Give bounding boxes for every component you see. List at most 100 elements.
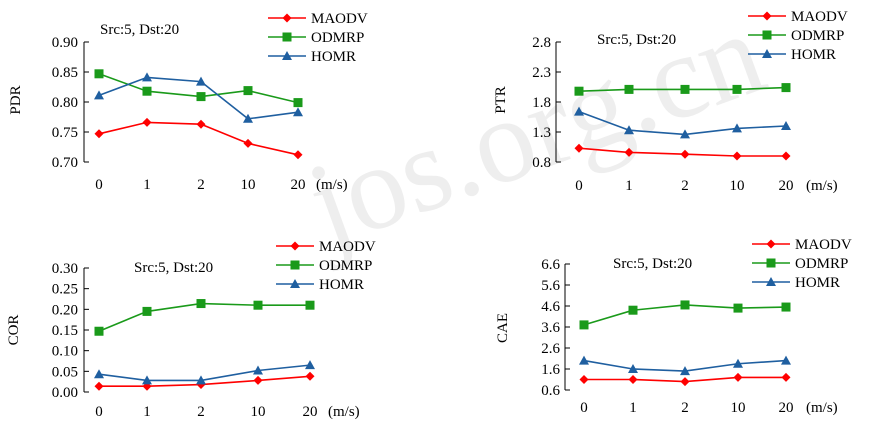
data-point-homr [781, 355, 791, 365]
x-tick-label: 20 [779, 178, 794, 194]
x-tick-label: 1 [143, 404, 151, 420]
y-axis-label: COR [6, 315, 22, 346]
data-point-odmrp [680, 84, 690, 94]
legend-marker [762, 49, 772, 58]
y-tick-label: 1.3 [532, 125, 551, 141]
data-point-maodv [628, 375, 638, 384]
x-tick-label: 10 [730, 178, 745, 194]
legend-label: MAODV [795, 237, 852, 253]
data-point-odmrp [732, 84, 742, 94]
x-tick-label: 0 [580, 400, 588, 416]
data-point-maodv [94, 129, 104, 139]
data-point-odmrp [94, 326, 104, 336]
legend-marker [290, 260, 300, 270]
data-point-odmrp [142, 306, 152, 316]
legend-marker [766, 258, 776, 268]
chart-annotation: Src:5, Dst:20 [100, 22, 179, 38]
data-point-homr [680, 129, 690, 139]
legend-marker [290, 279, 300, 288]
legend-label: MAODV [319, 239, 376, 255]
data-point-odmrp [196, 92, 206, 102]
x-tick-label: 1 [625, 178, 633, 194]
legend-label: MAODV [311, 11, 368, 27]
x-tick-label: 2 [197, 177, 205, 193]
data-point-odmrp [579, 320, 589, 330]
y-tick-label: 0.70 [52, 155, 78, 171]
y-tick-label: 0.90 [52, 35, 78, 51]
legend-marker [282, 13, 292, 23]
data-point-homr [624, 125, 634, 135]
y-tick-label: 0.6 [541, 383, 560, 399]
y-tick-label: 1.6 [541, 362, 560, 378]
x-unit-label: (m/s) [316, 177, 348, 193]
legend-label: HOMR [319, 277, 364, 293]
y-tick-label: 0.05 [52, 364, 78, 380]
legend-entry-maodv: MAODV [748, 9, 848, 25]
chart-pdr: 0.70 0.75 0.80 0.85 0.90 PDR 0 1 2 10 20 (m/s) Src:5… [8, 11, 368, 193]
y-tick-label: 0.75 [52, 125, 78, 141]
y-axis-label: PDR [8, 85, 24, 114]
data-point-odmrp [253, 300, 263, 310]
data-point-maodv [305, 371, 315, 381]
x-tick-label: 20 [779, 400, 794, 416]
legend-entry-odmrp: ODMRP [752, 256, 848, 272]
data-point-odmrp [781, 302, 791, 312]
data-point-odmrp [243, 86, 253, 96]
y-axis-label: PTR [493, 86, 509, 114]
legend-entry-homr: HOMR [268, 49, 356, 65]
data-point-homr [628, 364, 638, 373]
data-point-homr [196, 375, 206, 385]
y-tick-label: 5.6 [541, 278, 560, 294]
y-tick-label: 1.8 [532, 95, 551, 111]
data-point-maodv [142, 117, 152, 127]
data-point-homr [94, 369, 104, 379]
y-tick-label: 0.80 [52, 95, 78, 111]
data-point-homr [253, 365, 263, 375]
y-tick-label: 4.6 [541, 299, 560, 315]
legend-marker [762, 11, 772, 21]
y-tick-label: 2.3 [532, 65, 551, 81]
data-point-homr [293, 107, 303, 117]
legend-label: HOMR [311, 49, 356, 65]
data-point-odmrp [680, 300, 690, 310]
data-point-odmrp [574, 86, 584, 96]
legend-label: MAODV [791, 9, 848, 25]
data-point-maodv [733, 372, 743, 382]
legend-label: HOMR [791, 47, 836, 63]
data-point-maodv [579, 375, 589, 384]
legend-entry-odmrp: ODMRP [748, 28, 844, 44]
chart-annotation: Src:5, Dst:20 [613, 256, 692, 272]
x-tick-label: 10 [731, 400, 746, 416]
legend-marker [290, 241, 300, 251]
legend-label: ODMRP [795, 256, 848, 272]
data-point-homr [196, 76, 206, 86]
data-point-odmrp [94, 69, 104, 79]
x-unit-label: (m/s) [328, 404, 360, 420]
x-tick-label: 1 [143, 177, 151, 193]
x-tick-label: 2 [197, 404, 205, 420]
x-tick-label: 0 [95, 177, 103, 193]
y-tick-label: 6.6 [541, 257, 560, 273]
y-axis-label: CAE [495, 313, 511, 343]
data-point-homr [781, 121, 791, 130]
y-tick-label: 0.15 [52, 323, 78, 339]
data-point-maodv [293, 150, 303, 160]
legend-entry-maodv: MAODV [268, 11, 368, 27]
data-point-maodv [680, 377, 690, 387]
data-point-homr [680, 366, 690, 376]
legend-marker [282, 32, 292, 42]
legend-marker [282, 51, 292, 60]
chart-annotation: Src:5, Dst:20 [597, 32, 676, 48]
legend-entry-odmrp: ODMRP [268, 30, 364, 46]
data-point-odmrp [781, 83, 791, 93]
data-point-maodv [574, 143, 584, 153]
data-point-homr [574, 106, 584, 116]
x-tick-label: 0 [95, 404, 103, 420]
data-point-maodv [624, 147, 634, 157]
data-point-maodv [680, 149, 690, 159]
data-point-homr [579, 355, 589, 365]
data-point-maodv [196, 119, 206, 129]
legend-entry-odmrp: ODMRP [276, 258, 372, 274]
x-unit-label: (m/s) [806, 178, 838, 194]
